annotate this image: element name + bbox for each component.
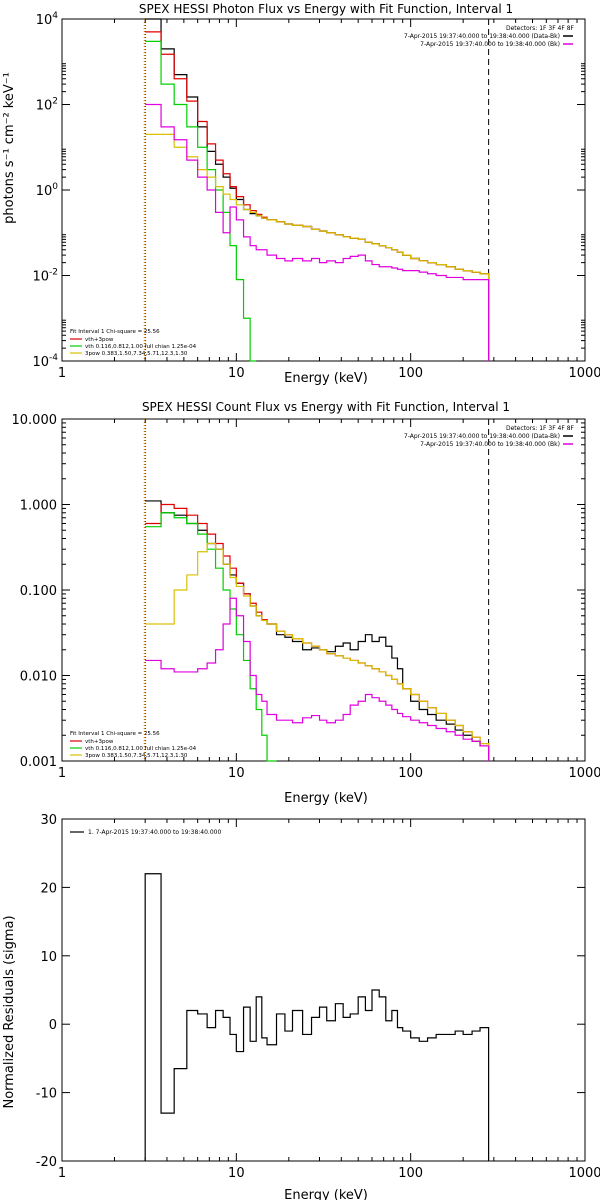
- panel-count-flux: SPEX HESSI Count Flux vs Energy with Fit…: [70, 400, 575, 806]
- panel-2-title: SPEX HESSI Count Flux vs Energy with Fit…: [142, 400, 510, 414]
- y-tick-label: 10: [40, 950, 57, 965]
- panel-1-axes-box: [61, 18, 586, 362]
- panel-1-legend-vth: vth 0.116,0.812,1.00 full chian 1.25e-04: [85, 344, 197, 350]
- y-tick-label: 102: [36, 97, 58, 114]
- panel-2-header-databk: 7-Apr-2015 19:37:40.000 to 19:38:40.000 …: [404, 433, 560, 440]
- panel-2-legend-total: vth+3pow: [85, 739, 114, 745]
- panel-1-legend-total: vth+3pow: [85, 337, 114, 343]
- x-tick-label: 100: [398, 366, 423, 381]
- x-tick-label: 1000: [568, 366, 600, 381]
- panel-2-header-detectors: Detectors: 1F 3F 4F 8F: [506, 425, 575, 432]
- panel-1-title: SPEX HESSI Photon Flux vs Energy with Fi…: [139, 2, 513, 16]
- x-tick-label: 10: [228, 1166, 245, 1181]
- panel-2-legend-3pow: 3pow 0.383,1.50,7.34,5.71,12.3,1.30: [85, 753, 188, 759]
- panel-2-fit-label: Fit Interval 1 Chi-square = 25.56: [70, 731, 160, 737]
- series-vth-3pow: [145, 503, 490, 761]
- panel-1-header: Detectors: 1F 3F 4F 8F 7-Apr-2015 19:37:…: [404, 25, 575, 48]
- panel-2-xlabel: Energy (keV): [284, 791, 368, 806]
- panel-1-legend-3pow: 3pow 0.383,1.50,7.34,5.71,12.3,1.30: [85, 351, 188, 357]
- x-tick-label: 100: [398, 766, 423, 781]
- panel-residuals: Normalized Residuals (sigma) Energy (keV…: [2, 829, 368, 1200]
- x-tick-label: 1: [58, 766, 66, 781]
- panel-2-axes-box: [61, 418, 586, 762]
- series-3pow: [145, 542, 490, 761]
- panel-1-legend: Fit Interval 1 Chi-square = 25.56 vth+3p…: [70, 329, 197, 357]
- series-bk: [145, 103, 490, 361]
- y-tick-label: 104: [36, 11, 59, 28]
- series-data-bk: [145, 500, 490, 761]
- y-tick-label: 10-2: [32, 268, 58, 285]
- panel-1-plot: 1 10 100 1000 10-4 10-2 100 102 104: [32, 11, 600, 381]
- panel-3-plot: 1 10 100 1000 -20 -10 0 10 20 30: [36, 813, 600, 1181]
- y-tick-label: -20: [36, 1155, 57, 1170]
- x-tick-label: 10: [228, 766, 245, 781]
- panel-1-ylabel: photons s⁻¹ cm⁻² keV⁻¹: [2, 72, 17, 224]
- x-tick-label: 100: [398, 1166, 423, 1181]
- y-tick-label: 10.000: [12, 413, 58, 428]
- series-vth: [145, 40, 257, 362]
- panel-3-legend: 1. 7-Apr-2015 19:37:40.000 to 19:38:40.0…: [70, 829, 221, 836]
- x-tick-label: 10: [228, 366, 245, 381]
- panel-2-plot: 1 10 100 1000 0.001 0.010 0.100 1.000 10.000: [12, 413, 600, 781]
- panel-2-header: Detectors: 1F 3F 4F 8F 7-Apr-2015 19:37:…: [404, 425, 575, 448]
- y-tick-label: 1.000: [20, 499, 57, 514]
- panel-1-header-databk: 7-Apr-2015 19:37:40.000 to 19:38:40.000 …: [404, 33, 560, 40]
- panel-2-header-bk: 7-Apr-2015 19:37:40.000 to 19:38:40.000 …: [420, 441, 560, 448]
- series-vth-3pow: [145, 31, 490, 361]
- panel-1-header-detectors: Detectors: 1F 3F 4F 8F: [506, 25, 575, 32]
- series-bk: [145, 597, 490, 761]
- y-tick-label: 0.010: [20, 670, 57, 685]
- panel-3-ylabel: Normalized Residuals (sigma): [2, 915, 17, 1108]
- panel-1-xlabel: Energy (keV): [284, 371, 368, 386]
- x-tick-label: 1000: [568, 766, 600, 781]
- panel-1-fit-label: Fit Interval 1 Chi-square = 25.56: [70, 329, 160, 335]
- y-tick-label: 10-4: [32, 353, 58, 370]
- y-tick-label: 20: [40, 881, 57, 896]
- panel-photon-flux: SPEX HESSI Photon Flux vs Energy with Fi…: [2, 2, 575, 386]
- y-tick-label: 0.100: [20, 584, 57, 599]
- panel-2-legend-vth: vth 0.116,0.812,1.00 full chian 1.25e-04: [85, 746, 197, 752]
- y-tick-label: 30: [40, 813, 57, 828]
- panel-3-legend-label: 1. 7-Apr-2015 19:37:40.000 to 19:38:40.0…: [88, 829, 221, 836]
- panel-3-xlabel: Energy (keV): [284, 1188, 368, 1200]
- y-tick-label: 0: [49, 1018, 57, 1033]
- series-data-bk: [145, 18, 490, 361]
- x-tick-label: 1000: [568, 1166, 600, 1181]
- series-1-7-apr-2015-19-37-40-000-to-19-38-40-000: [144, 873, 490, 1161]
- y-tick-label: 0.001: [20, 755, 57, 770]
- panel-3-axes-box: [61, 818, 586, 1162]
- y-tick-label: 100: [36, 182, 59, 199]
- series-3pow: [145, 133, 490, 361]
- y-tick-label: -10: [36, 1087, 57, 1102]
- x-tick-label: 1: [58, 366, 66, 381]
- panel-1-header-bk: 7-Apr-2015 19:37:40.000 to 19:38:40.000 …: [420, 41, 560, 48]
- series-vth: [145, 512, 277, 762]
- panel-2-legend: Fit Interval 1 Chi-square = 25.56 vth+3p…: [70, 731, 197, 759]
- x-tick-label: 1: [58, 1166, 66, 1181]
